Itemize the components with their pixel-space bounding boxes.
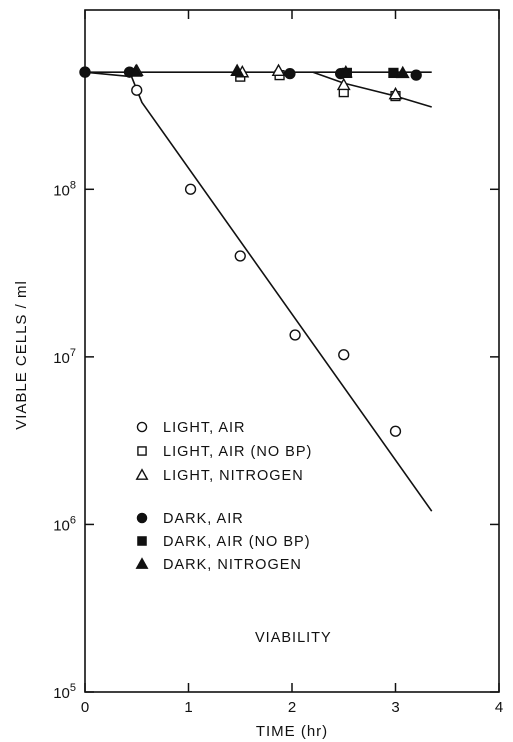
legend-label: LIGHT, NITROGEN [163, 468, 304, 484]
x-tick-label: 2 [288, 699, 296, 716]
y-tick-label: 106 [53, 514, 76, 534]
y-tick-label: 108 [53, 179, 76, 199]
legend-label: DARK, AIR (NO BP) [163, 534, 311, 550]
legend-label: DARK, NITROGEN [163, 557, 302, 573]
legend-label: DARK, AIR [163, 511, 244, 527]
annotation-viability: VIABILITY [255, 630, 332, 646]
data-point [336, 77, 351, 91]
data-point [395, 65, 410, 79]
y-tick-label: 107 [53, 347, 76, 367]
legend-label: LIGHT, AIR (NO BP) [163, 444, 312, 460]
fit-line [312, 71, 432, 108]
data-points [79, 63, 422, 437]
data-point [389, 425, 402, 437]
x-tick-label: 0 [81, 699, 89, 716]
data-point [338, 349, 350, 361]
data-point [338, 65, 353, 78]
data-point [184, 183, 197, 195]
data-point [128, 64, 143, 77]
data-point [284, 68, 296, 80]
x-tick-label: 4 [495, 699, 503, 716]
data-point [271, 63, 286, 77]
data-point [388, 67, 399, 79]
y-axis-title: VIABLE CELLS / ml [13, 280, 30, 430]
legend-marker [135, 557, 149, 569]
data-point [289, 329, 301, 341]
axes: 0 1 2 3 4 105 106 107 108 [53, 9, 503, 716]
data-point [131, 84, 143, 96]
y-tick-label: 105 [53, 682, 76, 702]
data-point [230, 63, 245, 77]
data-point [410, 69, 422, 81]
legend-marker [137, 536, 147, 546]
legend-marker [136, 421, 148, 433]
data-point [388, 86, 403, 100]
legend-marker [137, 446, 147, 456]
legend-marker [136, 512, 148, 524]
legend-marker [135, 468, 149, 480]
x-tick-label: 3 [391, 699, 399, 716]
x-axis-title: TIME (hr) [256, 723, 328, 740]
plot-frame [84, 9, 500, 693]
legend-label: LIGHT, AIR [163, 420, 246, 436]
data-point [234, 250, 246, 262]
legend: LIGHT, AIR LIGHT, AIR (NO BP) LIGHT, NITRO… [135, 420, 312, 573]
x-tick-label: 1 [184, 699, 192, 716]
data-point [79, 66, 91, 78]
